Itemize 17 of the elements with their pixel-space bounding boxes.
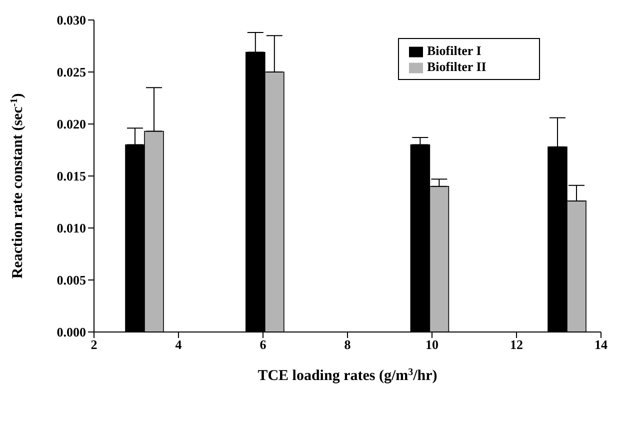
y-tick-label: 0.010: [56, 220, 86, 236]
y-tick-label: 0.030: [56, 12, 86, 28]
legend-label: Biofilter I: [427, 43, 482, 58]
x-tick-label: 10: [426, 337, 438, 352]
x-axis-title: TCE loading rates (g/m$^{3}$/hr): [258, 366, 438, 384]
y-tick-label: 0.005: [56, 272, 86, 288]
x-tick-label: 12: [510, 337, 523, 352]
x-tick-label: 8: [344, 337, 352, 352]
x-tick-label: 6: [260, 337, 267, 352]
y-tick-label: 0.020: [56, 116, 86, 132]
legend-label: Biofilter II: [427, 59, 486, 74]
y-tick-label: 0.025: [56, 64, 86, 80]
x-tick-label: 4: [175, 337, 182, 352]
x-tick-label: 14: [594, 337, 608, 352]
x-tick-label: 2: [90, 337, 98, 352]
y-tick-label: 0.015: [56, 168, 86, 184]
y-tick-label: 0.000: [56, 324, 86, 340]
